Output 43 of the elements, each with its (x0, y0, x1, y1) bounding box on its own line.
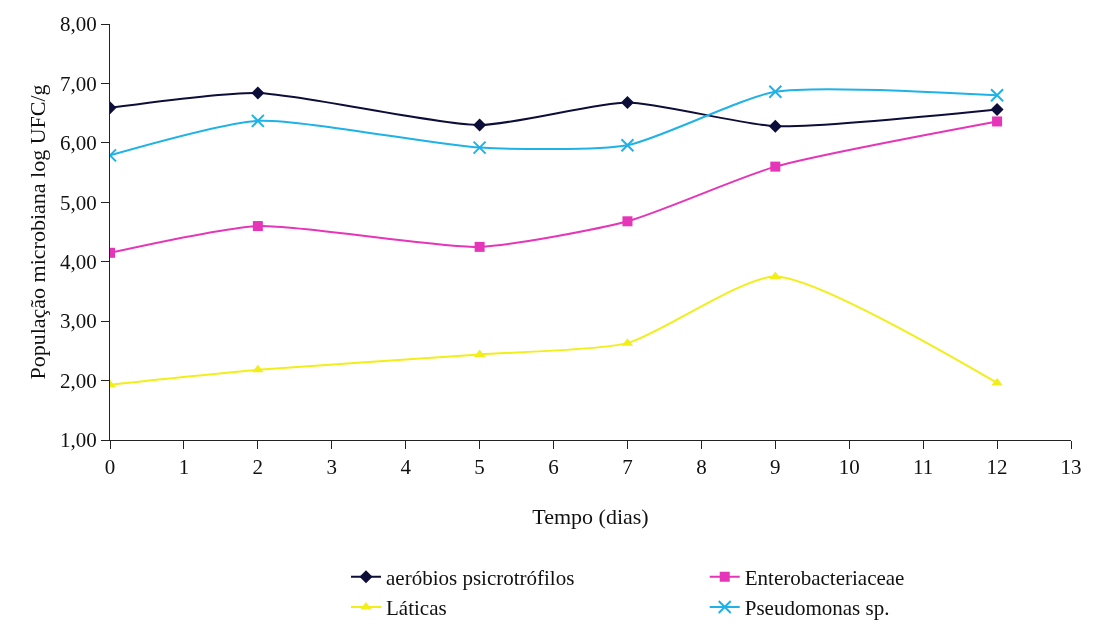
x-tick-label: 7 (622, 455, 633, 480)
x-tick-label: 2 (252, 455, 264, 480)
y-tick-label: 5,00 (60, 190, 97, 215)
x-axis-title: Tempo (dias) (532, 504, 649, 530)
point (768, 84, 783, 99)
point (768, 119, 782, 133)
point (770, 161, 781, 172)
y-tick-label: 3,00 (60, 309, 97, 334)
point (992, 116, 1003, 127)
y-tick-label: 4,00 (60, 250, 97, 275)
y-tick-label: 1,00 (60, 428, 97, 453)
point (620, 138, 635, 153)
point (990, 88, 1005, 103)
x-tick-label: 12 (986, 455, 1008, 480)
y-tick-label: 8,00 (60, 12, 97, 37)
x-tick-label: 10 (838, 455, 860, 480)
point (252, 221, 263, 232)
point (622, 216, 633, 227)
point (250, 113, 265, 128)
point (620, 95, 634, 109)
legend-label: Pseudomonas sp. (744, 596, 890, 621)
x-tick-label: 13 (1060, 455, 1082, 480)
y-tick-label: 7,00 (60, 71, 97, 96)
x-tick-label: 1 (178, 455, 190, 480)
x-tick-label: 5 (474, 455, 485, 480)
x-tick-label: 3 (326, 455, 338, 480)
point (474, 241, 485, 252)
x-tick-label: 4 (400, 455, 412, 480)
x-tick-label: 6 (548, 455, 559, 480)
y-tick-label: 6,00 (60, 131, 97, 156)
point (251, 86, 265, 100)
x-tick-label: 9 (770, 455, 781, 480)
x-tick-label: 11 (913, 455, 934, 480)
x-tick-label: 0 (104, 455, 116, 480)
y-tick-label: 2,00 (60, 368, 97, 393)
point (473, 118, 487, 132)
y-axis-title: População microbiana log UFC/g (24, 84, 50, 380)
point (472, 140, 487, 155)
legend-label: aeróbios psicrotrófilos (386, 565, 575, 590)
legend-label: Enterobacteriaceae (744, 565, 905, 590)
legend-label: Láticas (386, 596, 447, 621)
point (990, 103, 1004, 117)
x-tick-label: 8 (696, 455, 707, 480)
